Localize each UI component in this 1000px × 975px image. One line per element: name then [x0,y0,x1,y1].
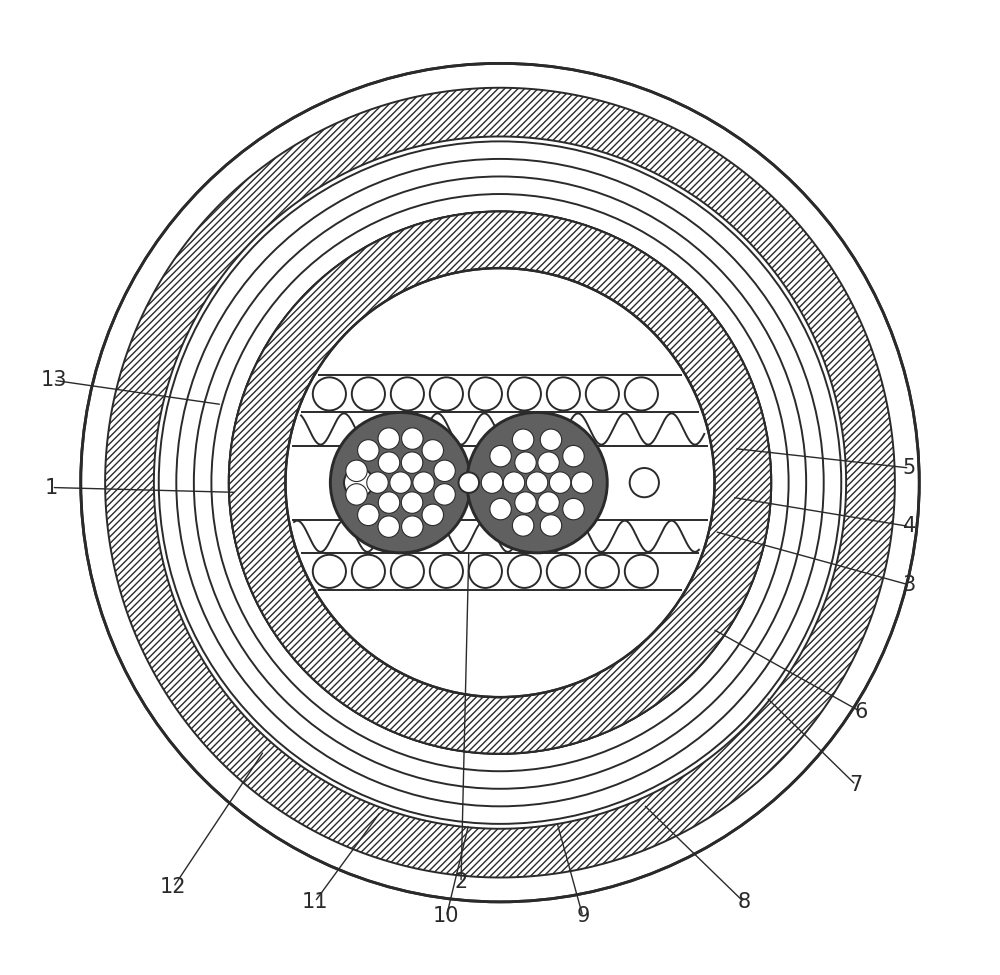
PathPatch shape [229,212,771,754]
Text: 7: 7 [849,775,862,795]
Circle shape [229,212,771,754]
Text: 12: 12 [160,878,187,897]
Text: 6: 6 [854,702,867,722]
Circle shape [401,491,423,513]
Circle shape [422,440,444,461]
Circle shape [490,446,511,467]
Circle shape [563,446,584,467]
Text: 9: 9 [576,907,590,926]
Circle shape [538,452,559,474]
Circle shape [367,472,388,493]
Circle shape [526,472,548,493]
Circle shape [358,504,379,526]
Circle shape [402,428,423,449]
Circle shape [538,491,559,513]
Circle shape [330,412,471,553]
Circle shape [378,452,400,474]
Circle shape [378,428,399,449]
Circle shape [512,515,534,536]
Circle shape [434,484,455,505]
Circle shape [515,452,536,474]
Text: 13: 13 [40,370,67,390]
Circle shape [378,516,399,537]
Circle shape [490,498,511,520]
Circle shape [358,440,379,461]
Text: 3: 3 [903,575,916,595]
Circle shape [422,504,444,526]
Circle shape [540,515,562,536]
Circle shape [346,460,367,482]
Text: 2: 2 [454,873,468,892]
Text: 10: 10 [433,907,460,926]
Circle shape [503,472,525,493]
Circle shape [563,498,584,520]
Circle shape [512,429,534,450]
Circle shape [286,268,714,697]
Text: 11: 11 [302,892,328,912]
Circle shape [630,468,659,497]
Circle shape [459,473,479,493]
Circle shape [390,472,411,493]
Circle shape [402,516,423,537]
Circle shape [434,460,455,482]
Circle shape [346,484,367,505]
Text: 1: 1 [45,478,58,497]
Circle shape [401,452,423,474]
PathPatch shape [105,88,895,878]
Circle shape [344,468,373,497]
Text: 8: 8 [737,892,750,912]
Circle shape [481,472,503,493]
Circle shape [549,472,571,493]
Circle shape [467,412,607,553]
Circle shape [413,472,434,493]
Text: 4: 4 [903,517,916,536]
Circle shape [515,491,536,513]
Circle shape [378,491,400,513]
Circle shape [81,63,919,902]
Circle shape [571,472,593,493]
Circle shape [540,429,562,450]
Text: 5: 5 [903,458,916,478]
